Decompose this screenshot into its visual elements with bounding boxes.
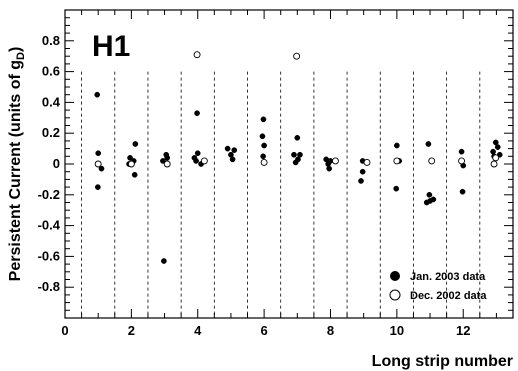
dec-2002-point-5 (260, 159, 268, 166)
jan-2003-point-15 (193, 158, 199, 164)
jan-2003-point-22 (260, 116, 267, 123)
legend-dec-marker (389, 289, 401, 301)
y-tick-label-8: 0.8 (42, 33, 60, 48)
jan-2003-point-38 (394, 142, 400, 149)
y-tick-label-0: -0.8 (38, 279, 60, 294)
jan-2003-point-48 (459, 188, 466, 195)
jan-2003-point-20 (231, 147, 238, 153)
jan-2003-point-23 (259, 133, 266, 140)
axis-ticks (64, 9, 514, 319)
jan-2003-point-1 (95, 150, 102, 157)
jan-2003-point-4 (127, 154, 133, 161)
jan-2003-point-21 (229, 156, 236, 163)
jan-2003-point-11 (164, 154, 171, 161)
y-axis-title-sub: D (15, 52, 27, 60)
y-tick-label-6: 0.4 (42, 94, 61, 109)
jan-2003-point-6 (132, 141, 139, 147)
jan-2003-point-18 (224, 145, 231, 152)
dec-2002-point-8 (363, 159, 371, 166)
jan-2003-point-13 (194, 110, 200, 117)
legend: Jan. 2003 data Dec. 2002 data (389, 271, 487, 302)
x-tick-label-2: 4 (194, 323, 202, 338)
legend-dec-label: Dec. 2002 data (410, 290, 487, 302)
jan-2003-point-0 (94, 91, 101, 98)
y-tick-label-4: 0 (53, 156, 60, 171)
y-tick-label-7: 0.6 (42, 64, 60, 79)
legend-jan-label: Jan. 2003 data (410, 271, 486, 283)
jan-2003-point-9 (160, 158, 166, 164)
x-tick-label-5: 10 (390, 323, 404, 338)
chart-title: H1 (92, 30, 130, 63)
jan-2003-point-45 (430, 196, 437, 203)
y-tick-label-1: -0.6 (38, 248, 60, 263)
y-tick-label-5: 0.2 (42, 125, 60, 140)
x-tick-labels: 0 2 4 6 8 10 12 (61, 323, 470, 338)
jan-2003-point-42 (426, 191, 433, 198)
jan-2003-point-41 (425, 141, 432, 147)
jan-2003-point-27 (294, 134, 301, 141)
legend-jan-marker (390, 271, 400, 281)
data-points (94, 51, 503, 264)
jan-2003-point-49 (490, 148, 496, 155)
jan-2003-point-16 (194, 150, 201, 157)
dec-2002-point-1 (127, 160, 135, 168)
jan-2003-point-51 (494, 144, 501, 150)
jan-2003-point-39 (393, 185, 400, 192)
jan-2003-point-46 (458, 148, 465, 155)
x-tick-label-3: 6 (260, 323, 267, 338)
jan-2003-point-30 (295, 156, 301, 163)
y-axis-title: Persistent Current (units of gD) (7, 47, 27, 282)
jan-2003-point-12 (161, 258, 167, 264)
dec-2002-point-13 (490, 160, 498, 168)
y-tick-label-3: -0.2 (38, 187, 60, 202)
dec-2002-point-10 (428, 157, 436, 165)
jan-2003-point-33 (326, 165, 333, 172)
jan-2003-point-37 (358, 178, 364, 184)
jan-2003-point-25 (260, 153, 266, 160)
jan-2003-point-24 (261, 142, 267, 149)
jan-2003-point-26 (291, 151, 297, 158)
jan-2003-point-8 (131, 171, 138, 178)
jan-2003-point-3 (98, 165, 105, 172)
jan-2003-point-2 (95, 184, 101, 190)
dec-2002-point-7 (332, 157, 339, 165)
dec-2002-point-3 (193, 51, 201, 59)
x-tick-label-6: 12 (456, 323, 470, 338)
dec-2002-point-4 (200, 157, 208, 165)
y-axis-title-close: ) (7, 47, 24, 52)
y-axis-title-main: Persistent Current (units of g (7, 60, 24, 281)
x-axis-title: Long strip number (372, 353, 513, 370)
dec-2002-point-0 (94, 160, 102, 168)
dec-2002-point-11 (458, 157, 466, 165)
dec-2002-point-12 (492, 154, 500, 162)
dec-2002-point-2 (163, 160, 171, 168)
jan-2003-point-36 (359, 168, 366, 175)
x-tick-label-0: 0 (61, 323, 68, 338)
dec-2002-point-6 (293, 52, 301, 60)
dec-2002-point-9 (393, 157, 401, 165)
x-tick-label-4: 8 (327, 323, 334, 338)
x-tick-label-1: 2 (128, 323, 135, 338)
y-tick-label-2: -0.4 (38, 218, 61, 233)
strip-separators (81, 71, 481, 318)
y-tick-labels: -0.8 -0.6 -0.4 -0.2 0 0.2 0.4 0.6 0.8 (38, 33, 61, 294)
